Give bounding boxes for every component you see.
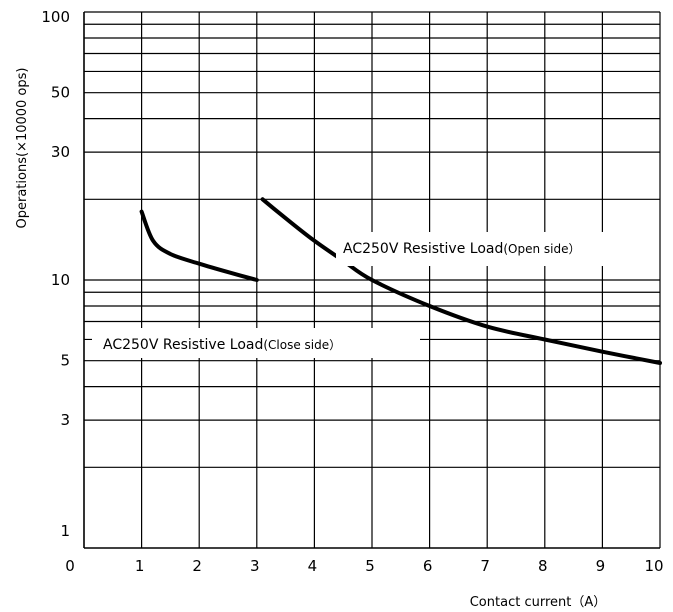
annotation-close-side: AC250V Resistive Load(Close side） (103, 337, 341, 353)
x-tick-label: 6 (423, 557, 433, 575)
x-tick-label: 4 (308, 557, 318, 575)
y-tick-label: 1 (60, 522, 70, 540)
y-tick-label: 30 (51, 143, 70, 161)
x-tick-label: 5 (365, 557, 375, 575)
series-line-close-side (139, 209, 259, 282)
annotation-open-side-suffix: (Open side） (503, 242, 580, 256)
y-tick-label: 5 (60, 352, 70, 370)
x-tick-label: 0 (65, 557, 75, 575)
x-tick-label: 8 (538, 557, 548, 575)
annotation-open-side-bg (336, 232, 624, 266)
annotation-close-side-bg (92, 328, 420, 358)
x-tick-label: 7 (480, 557, 490, 575)
annotation-open-side-main: AC250V Resistive Load (343, 241, 503, 257)
x-tick-label: 2 (192, 557, 202, 575)
annotation-close-side-main: AC250V Resistive Load (103, 337, 263, 353)
y-tick-label: 50 (51, 84, 70, 102)
y-axis-label: Operations(×10000 ops) (15, 68, 30, 229)
x-tick-label: 10 (644, 557, 663, 575)
x-axis-label: Contact current（A） (470, 595, 607, 610)
y-tick-label: 10 (51, 271, 70, 289)
y-tick-label: 100 (41, 8, 70, 26)
x-tick-label: 9 (596, 557, 606, 575)
x-tick-labels: 0 1 2 3 4 5 6 7 8 9 10 (65, 557, 663, 575)
y-tick-label: 3 (60, 411, 70, 429)
annotation-open-side: AC250V Resistive Load(Open side） (343, 241, 581, 257)
series-line-open-side (260, 197, 662, 365)
y-tick-labels: 100 50 30 10 5 3 1 (41, 8, 70, 540)
annotation-close-side-suffix: (Close side） (263, 338, 341, 352)
x-tick-label: 1 (135, 557, 145, 575)
x-tick-label: 3 (250, 557, 260, 575)
series-layer (139, 197, 662, 365)
